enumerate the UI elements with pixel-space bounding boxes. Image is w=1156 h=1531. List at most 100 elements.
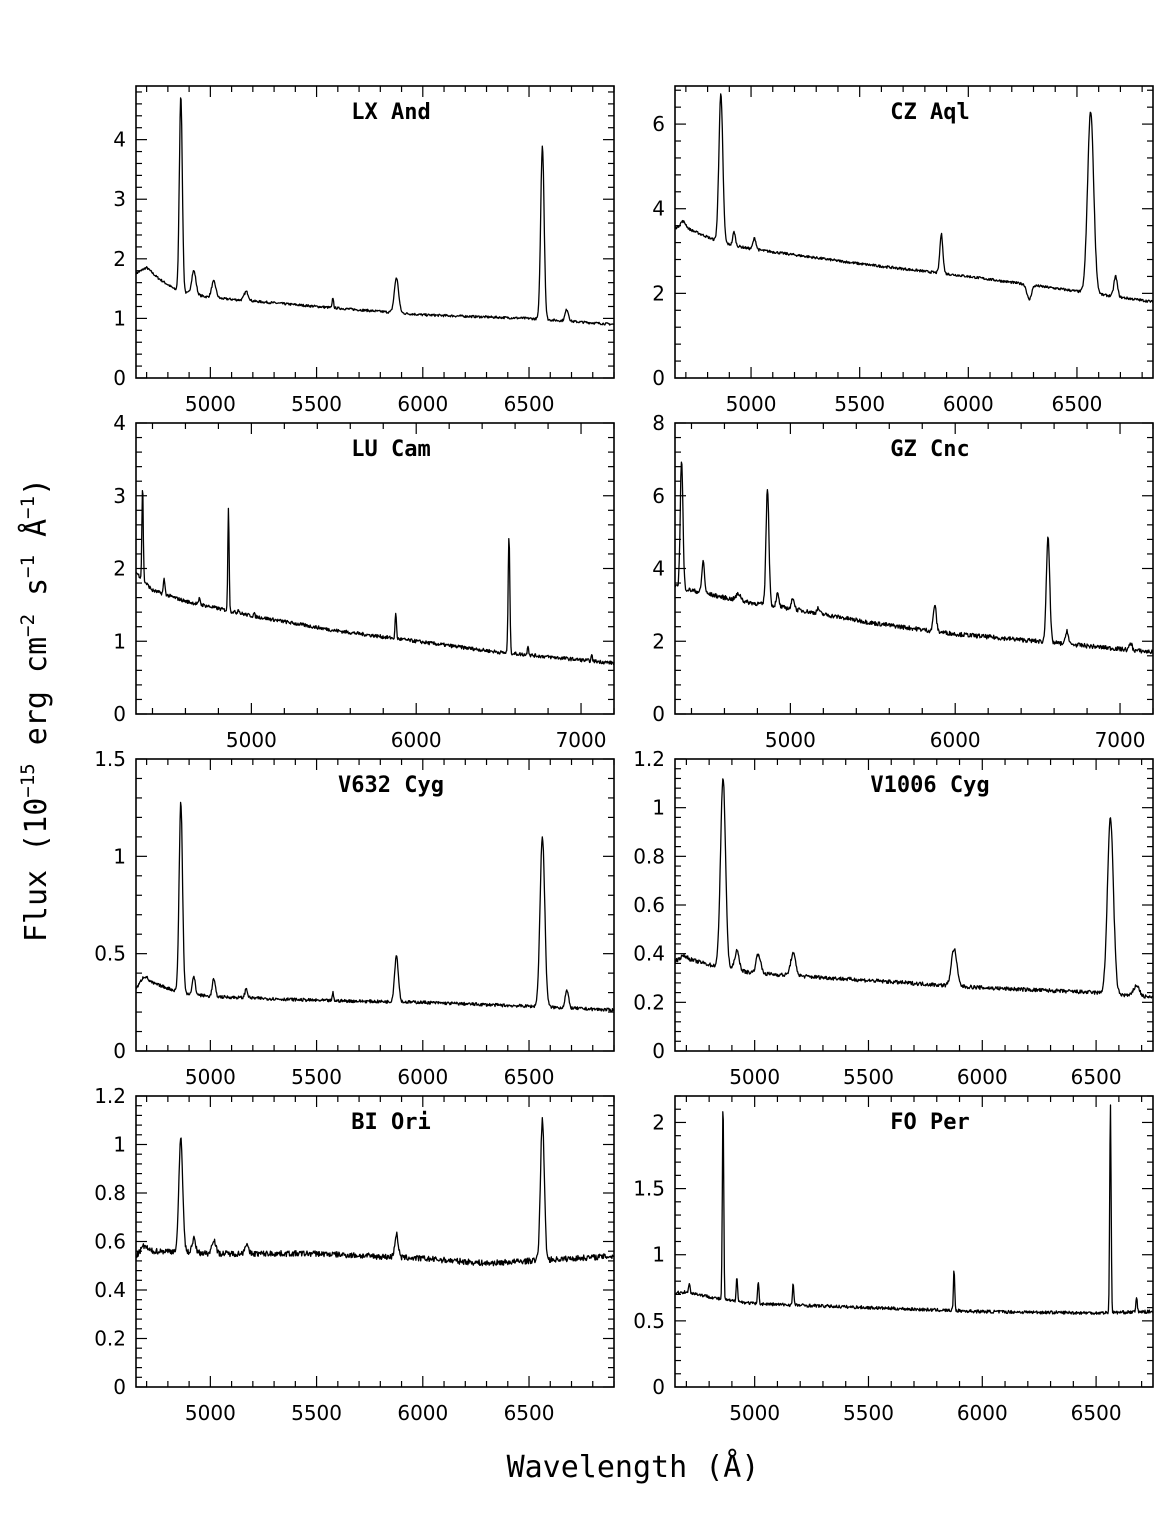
spectrum-panel: 5000 6000 7000 0 2 4 6 8 GZ Cnc xyxy=(652,411,1154,752)
y-tick-label: 0.5 xyxy=(94,942,126,966)
y-tick-label: 0 xyxy=(652,1375,665,1399)
y-tick-label: 0 xyxy=(652,702,665,726)
x-tick-label: 6500 xyxy=(504,1401,555,1425)
x-tick-label: 6000 xyxy=(391,728,442,752)
y-tick-label: 1 xyxy=(652,796,665,820)
panel-title: LU Cam xyxy=(351,437,430,462)
y-tick-label: 3 xyxy=(113,484,126,508)
y-tick-label: 2 xyxy=(652,1110,665,1134)
y-tick-label: 6 xyxy=(652,112,665,136)
y-tick-label: 2 xyxy=(652,629,665,653)
y-tick-label: 0.8 xyxy=(94,1181,126,1205)
panel-title: V632 Cyg xyxy=(338,773,444,798)
y-tick-label: 1.5 xyxy=(633,1177,665,1201)
x-tick-label: 5000 xyxy=(185,1065,236,1089)
panel-frame xyxy=(135,422,615,715)
x-tick-label: 6500 xyxy=(504,1065,555,1089)
spectrum-line xyxy=(135,489,615,666)
y-tick-label: 1.2 xyxy=(633,747,665,771)
panel-title: V1006 Cyg xyxy=(870,773,989,798)
y-tick-label: 0 xyxy=(652,1039,665,1063)
x-tick-label: 5000 xyxy=(726,392,777,416)
y-tick-label: 0.4 xyxy=(633,942,665,966)
x-tick-label: 5500 xyxy=(843,1065,894,1089)
spectrum-line xyxy=(674,93,1154,304)
x-tick-label: 5000 xyxy=(185,392,236,416)
y-tick-label: 0.6 xyxy=(94,1230,126,1254)
y-tick-label: 4 xyxy=(113,128,126,152)
y-axis-title-superscript: −15 xyxy=(17,763,39,797)
y-tick-label: 4 xyxy=(113,411,126,435)
x-tick-label: 5000 xyxy=(729,1401,780,1425)
y-tick-label: 1 xyxy=(113,1133,126,1157)
x-tick-label: 5500 xyxy=(291,392,342,416)
panel-title: CZ Aql xyxy=(890,100,969,125)
x-tick-label: 5000 xyxy=(729,1065,780,1089)
y-tick-label: 0.2 xyxy=(94,1327,126,1351)
y-axis-title-part: ) xyxy=(19,478,54,496)
y-tick-label: 2 xyxy=(652,281,665,305)
x-tick-label: 6000 xyxy=(957,1065,1008,1089)
x-tick-label: 5500 xyxy=(291,1065,342,1089)
x-tick-label: 6500 xyxy=(1071,1401,1122,1425)
spectrum-line xyxy=(135,801,615,1013)
y-tick-label: 1 xyxy=(652,1243,665,1267)
y-tick-label: 0 xyxy=(113,702,126,726)
y-axis-title-superscript: −2 xyxy=(17,614,39,637)
x-tick-label: 6500 xyxy=(1071,1065,1122,1089)
spectrum-line xyxy=(674,778,1154,999)
x-tick-label: 6000 xyxy=(943,392,994,416)
panel-frame xyxy=(674,422,1154,715)
panel-title: BI Ori xyxy=(351,1110,430,1135)
y-tick-label: 1 xyxy=(113,306,126,330)
panel-frame xyxy=(135,1095,615,1388)
y-tick-label: 0.2 xyxy=(633,990,665,1014)
spectrum-panel: 5000 5500 6000 6500 0 1 2 3 4 LX And xyxy=(113,85,615,416)
y-axis-title-part: Å xyxy=(18,519,54,555)
y-tick-label: 0 xyxy=(113,1039,126,1063)
spectrum-line xyxy=(674,461,1154,655)
y-tick-label: 6 xyxy=(652,484,665,508)
y-axis-title-part: erg cm xyxy=(19,637,54,763)
y-tick-label: 0.6 xyxy=(633,893,665,917)
y-tick-label: 0.4 xyxy=(94,1278,126,1302)
panel-title: LX And xyxy=(351,100,430,125)
panel-frame xyxy=(135,758,615,1052)
y-tick-label: 2 xyxy=(113,247,126,271)
y-tick-label: 1.2 xyxy=(94,1084,126,1108)
panel-title: FO Per xyxy=(890,1110,969,1135)
spectrum-panel: 5000 5500 6000 6500 0 2 4 6 CZ Aql xyxy=(652,85,1154,416)
y-tick-label: 1.5 xyxy=(94,747,126,771)
x-axis-title: Wavelength (Å) xyxy=(507,1449,760,1485)
x-tick-label: 6000 xyxy=(397,392,448,416)
y-axis-title: Flux (10−15 erg cm−2 s−1 Å−1) xyxy=(17,478,54,942)
y-axis-title-superscript: −1 xyxy=(17,555,39,578)
y-tick-label: 4 xyxy=(652,197,665,221)
spectrum-panel: 5000 6000 7000 0 1 2 3 4 LU Cam xyxy=(113,411,615,752)
panel-frame xyxy=(135,85,615,379)
y-tick-label: 3 xyxy=(113,187,126,211)
x-tick-label: 6000 xyxy=(957,1401,1008,1425)
x-tick-label: 5500 xyxy=(843,1401,894,1425)
x-tick-label: 6000 xyxy=(397,1065,448,1089)
y-tick-label: 0 xyxy=(652,366,665,390)
panel-title: GZ Cnc xyxy=(890,437,969,462)
y-axis-title-part: Flux (10 xyxy=(19,798,54,943)
x-tick-label: 5500 xyxy=(834,392,885,416)
spectrum-panel: 5000 5500 6000 6500 0 0.5 1 1.5 V632 Cyg xyxy=(94,747,615,1089)
x-tick-label: 7000 xyxy=(1095,728,1146,752)
panel-frame xyxy=(674,1095,1154,1388)
y-axis-title-superscript: −1 xyxy=(17,496,39,519)
y-tick-label: 4 xyxy=(652,557,665,581)
y-tick-label: 1 xyxy=(113,629,126,653)
x-tick-label: 6500 xyxy=(1052,392,1103,416)
x-tick-label: 5000 xyxy=(185,1401,236,1425)
spectrum-line xyxy=(135,1117,615,1267)
panel-frame xyxy=(674,758,1154,1052)
spectrum-line xyxy=(135,97,615,326)
spectrum-panel: 5000 5500 6000 6500 0 0.5 1 1.5 2 FO Per xyxy=(633,1095,1154,1425)
panel-frame xyxy=(674,85,1154,379)
y-tick-label: 1 xyxy=(113,844,126,868)
